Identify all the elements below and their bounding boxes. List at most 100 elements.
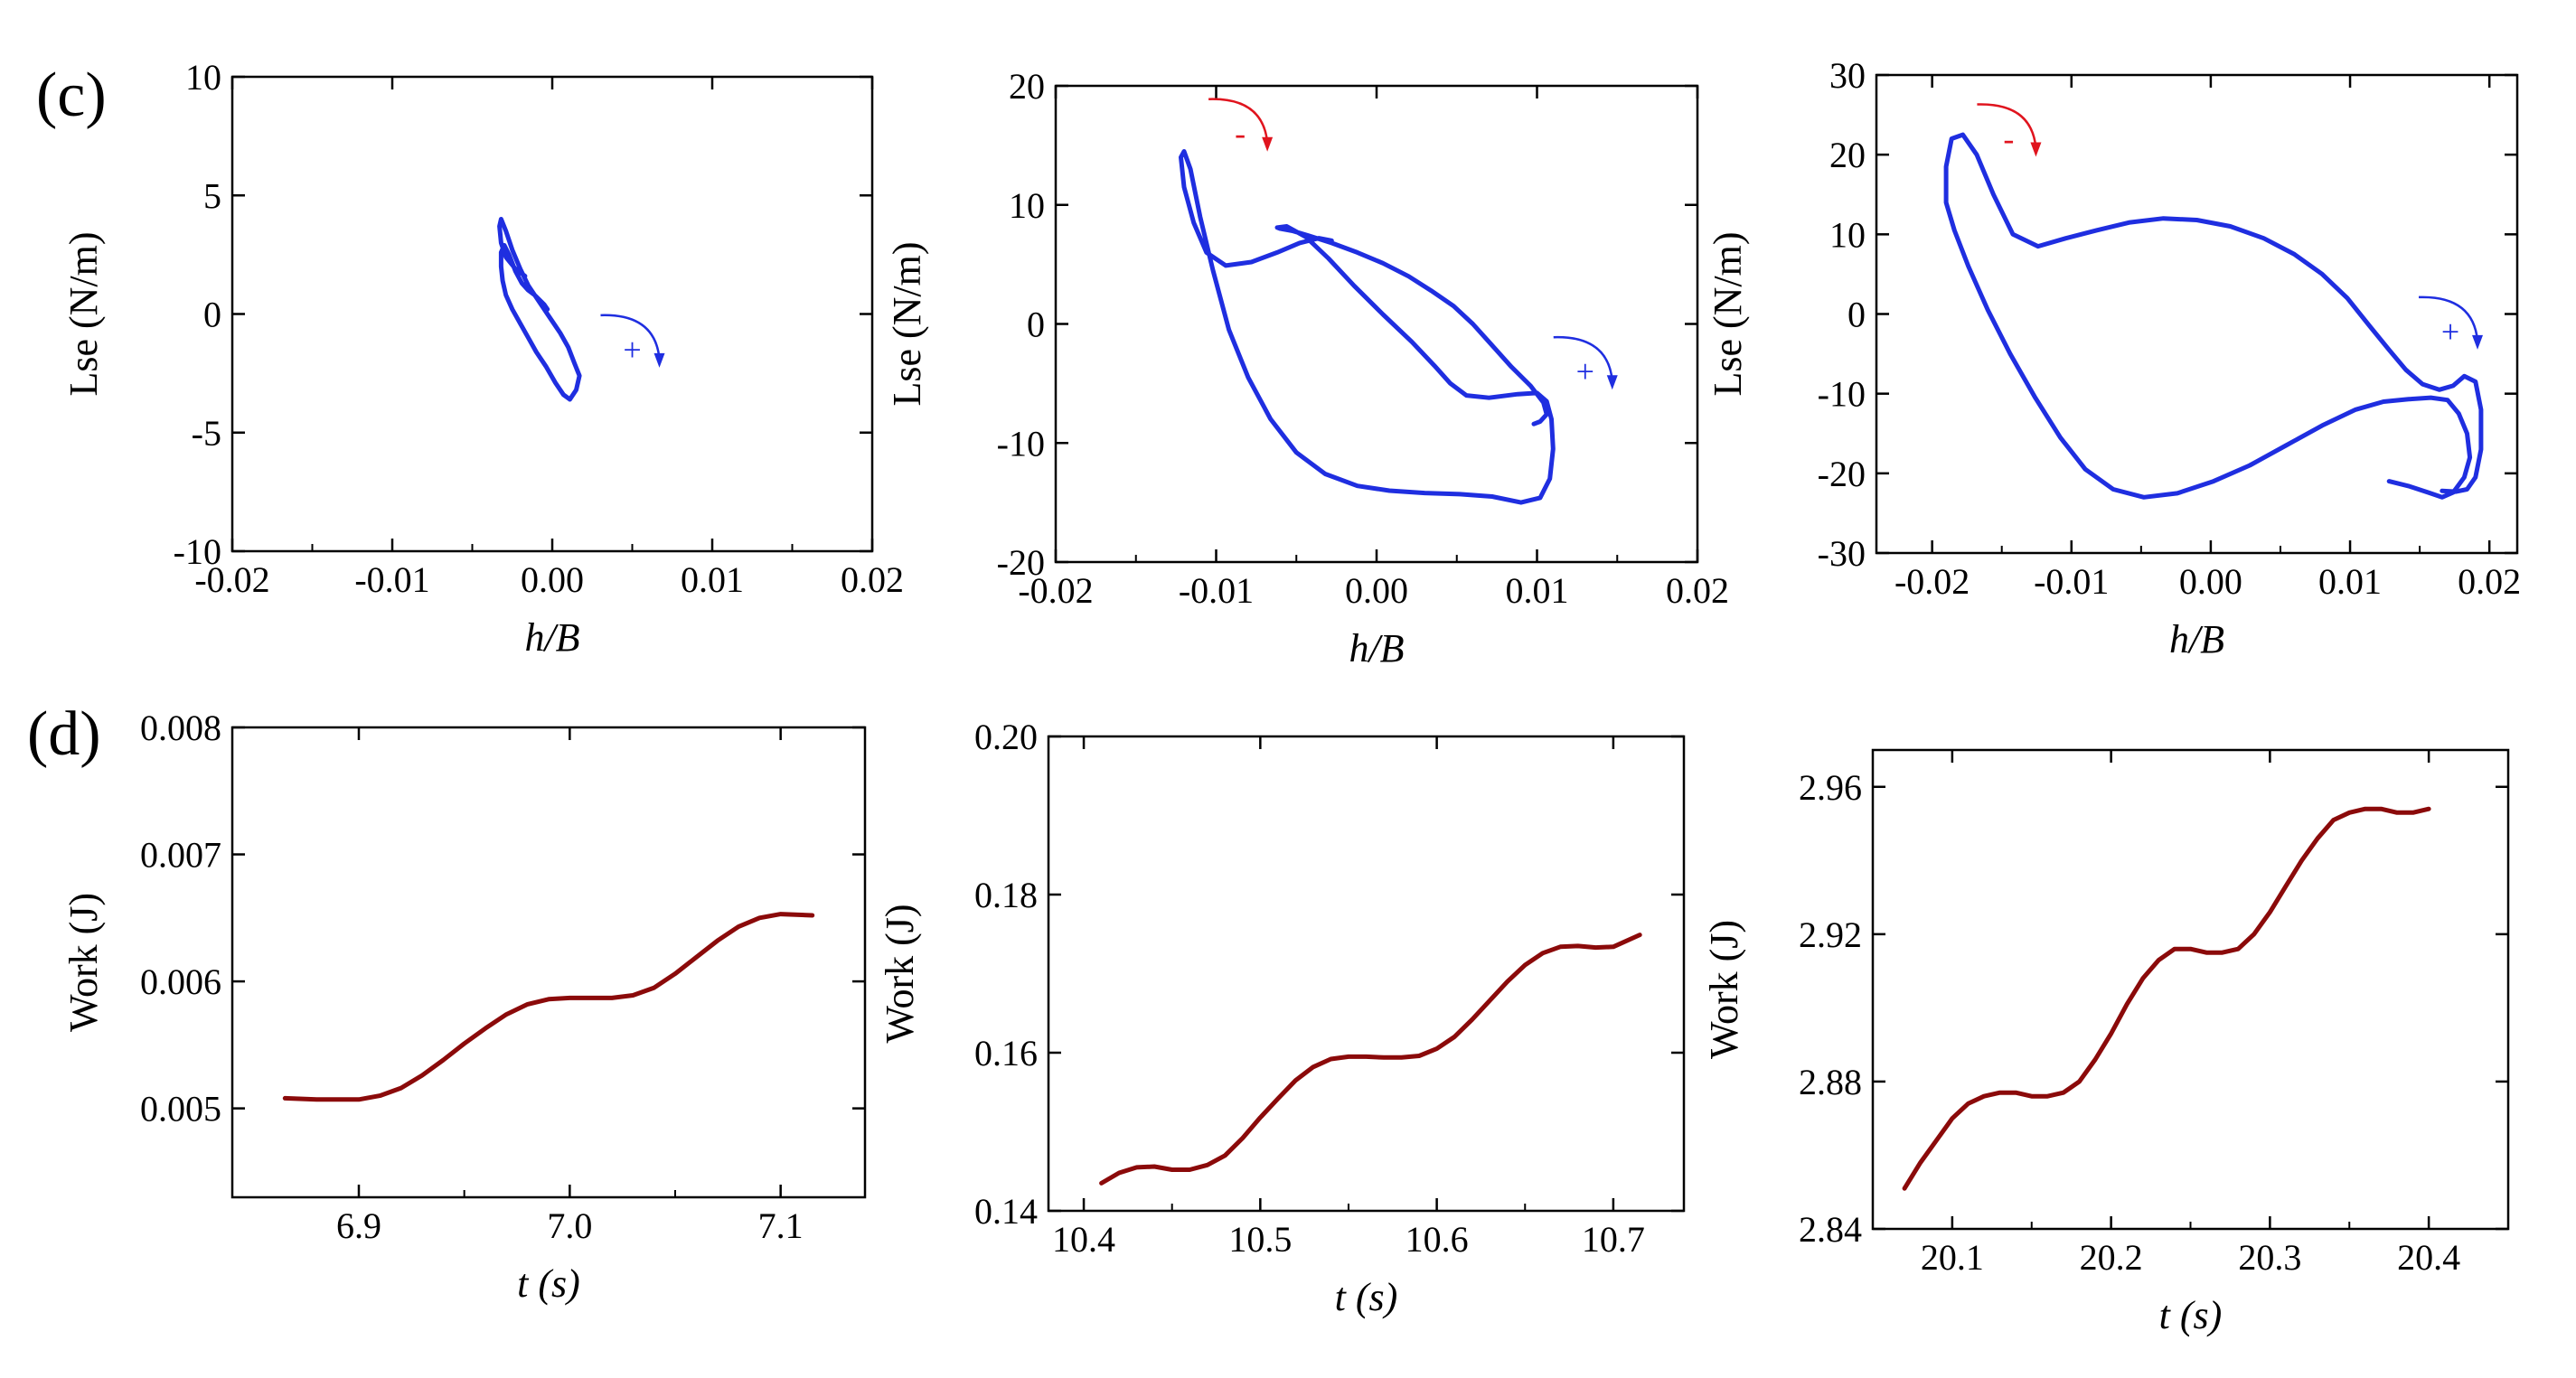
x-axis-label: t (s) xyxy=(517,1261,580,1306)
y-tick-label: 10 xyxy=(1829,214,1866,255)
minus-marker: - xyxy=(1208,98,1274,152)
rotation-arrow xyxy=(1553,335,1613,381)
plot-frame xyxy=(230,75,874,553)
x-axis-label: t (s) xyxy=(2159,1293,2223,1337)
chart-6: 20.1 20.2 20.3 20.4 2.84 2.88 2.92 2.96 t (s) Wor… xyxy=(1702,748,2510,1337)
y-tick-label: 0.008 xyxy=(140,708,221,748)
chart-3: -0.02 -0.01 0.00 0.01 0.02 -30 -20 -10 0 10 20 30 h/… xyxy=(1706,55,2521,661)
y-tick-label: -10 xyxy=(997,423,1045,464)
rotation-arrow xyxy=(2418,295,2479,342)
x-tick-label: 10.5 xyxy=(1228,1219,1292,1260)
y-axis-label: Work (J) xyxy=(878,904,922,1043)
arrow-head xyxy=(653,352,665,368)
plus-marker: + xyxy=(600,314,665,368)
y-tick-label: -30 xyxy=(1818,533,1866,574)
y-tick-label: 5 xyxy=(203,175,221,216)
rotation-arrow xyxy=(1977,103,2037,148)
y-tick-label: 20 xyxy=(1829,135,1866,175)
x-axis-label: h/B xyxy=(524,615,579,660)
minus-marker: - xyxy=(1977,103,2042,157)
series-line-work xyxy=(1902,806,2431,1191)
x-tick-label: 10.6 xyxy=(1406,1219,1469,1260)
series-line-work xyxy=(282,912,815,1102)
plus-marker: + xyxy=(1553,335,1618,390)
plot-frame xyxy=(1047,735,1686,1213)
x-tick-label: 0.02 xyxy=(1666,570,1729,611)
chart-2: -0.02 -0.01 0.00 0.01 0.02 -20 -10 0 10 20 h/B Lse … xyxy=(885,66,1729,670)
series-line-work xyxy=(1099,933,1642,1186)
y-tick-label: 2.92 xyxy=(1799,914,1862,955)
chart-5: 10.4 10.5 10.6 10.7 0.14 0.16 0.18 0.20 t (s) Wor… xyxy=(878,717,1686,1319)
x-tick-label: 10.4 xyxy=(1052,1219,1115,1260)
x-tick-label: -0.01 xyxy=(1179,570,1254,611)
y-tick-label: 0 xyxy=(1847,295,1866,335)
y-axis-label: Lse (N/m) xyxy=(61,231,106,396)
plot-frame xyxy=(230,726,867,1199)
y-axis-label: Lse (N/m) xyxy=(1706,231,1750,396)
x-axis-label: t (s) xyxy=(1335,1275,1398,1319)
y-tick-label: 0.18 xyxy=(974,875,1038,915)
x-tick-label: 0.00 xyxy=(1345,570,1408,611)
rotation-arrow xyxy=(1208,98,1269,143)
panel-label-c: (c) xyxy=(36,61,107,130)
y-tick-label: -10 xyxy=(174,531,221,572)
y-tick-label: 0.20 xyxy=(974,717,1038,757)
panel-label-d: (d) xyxy=(27,699,101,769)
chart-4: 6.9 7.0 7.1 0.005 0.006 0.007 0.008 t (s) Work (… xyxy=(61,708,867,1306)
y-tick-label: 30 xyxy=(1829,55,1866,96)
series-line-loop xyxy=(1943,132,2484,500)
x-tick-label: 7.0 xyxy=(547,1205,592,1246)
x-tick-label: 6.9 xyxy=(336,1205,381,1246)
x-tick-label: 0.01 xyxy=(2318,561,2382,602)
x-tick-label: -0.02 xyxy=(1018,570,1093,611)
plot-frame xyxy=(1871,748,2510,1231)
arrow-head xyxy=(2472,334,2484,350)
marker-sign: + xyxy=(2441,314,2459,350)
x-tick-label: -0.02 xyxy=(194,559,269,600)
y-tick-label: 2.84 xyxy=(1799,1209,1862,1250)
y-axis-label: Work (J) xyxy=(61,893,106,1032)
x-tick-label: 0.02 xyxy=(841,559,904,600)
y-tick-label: 0.005 xyxy=(140,1089,221,1130)
y-tick-label: 0 xyxy=(203,295,221,335)
x-tick-label: 20.2 xyxy=(2080,1237,2143,1278)
y-tick-label: -10 xyxy=(1818,374,1866,415)
y-tick-label: 10 xyxy=(1009,185,1045,226)
x-axis-label: h/B xyxy=(2169,617,2224,661)
x-tick-label: 0.01 xyxy=(1506,570,1569,611)
x-tick-label: 20.3 xyxy=(2238,1237,2301,1278)
x-tick-label: 0.00 xyxy=(2179,561,2242,602)
x-tick-label: 0.01 xyxy=(681,559,744,600)
x-tick-label: -0.01 xyxy=(354,559,429,600)
x-tick-label: -0.02 xyxy=(1894,561,1970,602)
x-tick-label: -0.01 xyxy=(2034,561,2109,602)
y-tick-label: 0.16 xyxy=(974,1033,1038,1073)
y-tick-label: -20 xyxy=(997,542,1045,583)
x-tick-label: 20.4 xyxy=(2397,1237,2460,1278)
y-axis-label: Lse (N/m) xyxy=(885,241,929,406)
series-line-loop xyxy=(497,217,582,402)
x-tick-label: 0.00 xyxy=(521,559,584,600)
arrow-head xyxy=(1262,136,1274,152)
y-tick-label: -5 xyxy=(192,413,221,454)
x-tick-label: 0.02 xyxy=(2458,561,2521,602)
y-tick-label: 0 xyxy=(1027,305,1045,345)
x-tick-label: 10.7 xyxy=(1582,1219,1645,1260)
x-tick-label: 20.1 xyxy=(1921,1237,1984,1278)
marker-sign: + xyxy=(623,332,641,368)
series-line-loop xyxy=(1179,149,1556,505)
arrow-head xyxy=(1606,375,1618,390)
y-tick-label: 0.006 xyxy=(140,961,221,1002)
y-tick-label: 2.96 xyxy=(1799,767,1862,808)
marker-sign: - xyxy=(1235,116,1246,152)
chart-1: -0.02 -0.01 0.00 0.01 0.02 -10 -5 0 5 10 h/B Lse (N… xyxy=(61,57,904,660)
y-tick-label: -20 xyxy=(1818,454,1866,494)
y-tick-label: 10 xyxy=(185,57,221,98)
x-axis-label: h/B xyxy=(1349,626,1404,670)
y-tick-label: 0.007 xyxy=(140,835,221,876)
marker-sign: + xyxy=(1576,353,1594,389)
arrow-head xyxy=(2030,142,2042,157)
rotation-arrow xyxy=(600,314,661,360)
